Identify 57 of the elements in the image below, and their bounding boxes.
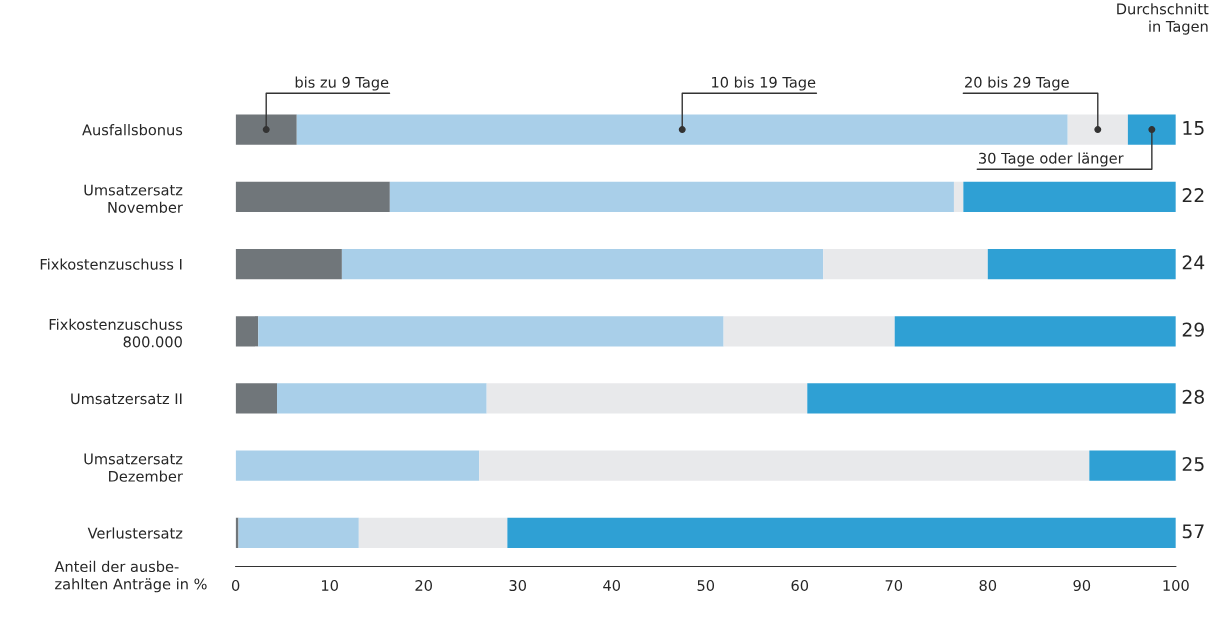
y-tick-label: Verlustersatz <box>87 527 183 539</box>
series-label: bis zu 9 Tage <box>295 76 389 91</box>
bar <box>1067 114 1128 145</box>
bar <box>235 248 342 280</box>
bar <box>894 316 1176 347</box>
x-tick-label: 20 <box>415 579 432 592</box>
series-label: 30 Tage oder länger <box>979 152 1124 167</box>
bar <box>277 383 487 414</box>
text: 22 <box>1182 188 1204 202</box>
bar <box>1089 450 1176 481</box>
bar <box>341 248 824 280</box>
text: Durchschnitt in Tagen <box>1117 3 1209 35</box>
bar <box>723 316 895 347</box>
bar <box>823 248 988 280</box>
x-tick-label: 60 <box>791 579 809 592</box>
bar <box>389 181 954 212</box>
text: 24 <box>1182 255 1205 270</box>
y-tick-label: Fixkostenzuschuss 800.000 <box>49 318 183 348</box>
text: 15 <box>1183 121 1204 136</box>
bar <box>238 517 359 549</box>
bar <box>486 383 808 414</box>
bar <box>1127 114 1176 145</box>
bar <box>235 450 480 481</box>
y-tick-label: Umsatzersatz Dezember <box>84 453 183 482</box>
y-tick-label: Fixkostenzuschuss I <box>40 258 182 270</box>
bar <box>987 248 1176 280</box>
bar <box>235 114 297 145</box>
x-tick-label: 0 <box>231 579 240 592</box>
bar <box>963 181 1176 212</box>
series-label: 20 bis 29 Tage <box>965 76 1069 91</box>
x-tick-label: 80 <box>979 579 997 592</box>
series-label: 10 bis 19 Tage <box>712 76 816 91</box>
x-tick-label: 40 <box>603 579 621 592</box>
y-tick-label: Umsatzersatz II <box>71 393 182 405</box>
x-tick-label: 90 <box>1073 579 1091 592</box>
x-tick-label: 10 <box>321 579 338 592</box>
text: 28 <box>1182 389 1204 404</box>
bar <box>235 181 390 212</box>
text: 29 <box>1182 322 1204 337</box>
x-tick-label: 100 <box>1163 579 1189 592</box>
x-tick-label: 70 <box>885 579 903 592</box>
bar <box>807 383 1176 414</box>
bar <box>235 316 259 347</box>
x-tick-label: 50 <box>697 579 715 592</box>
x-tick-label: 30 <box>509 579 527 592</box>
bar <box>507 517 1176 549</box>
y-tick-label: Umsatzersatz November <box>84 184 183 213</box>
bar <box>358 517 508 549</box>
text: 57 <box>1182 524 1204 539</box>
y-tick-label: Ausfallsbonus <box>82 124 183 136</box>
bar <box>953 181 964 212</box>
bar <box>235 383 278 414</box>
bar <box>258 316 724 347</box>
text: 25 <box>1182 456 1204 472</box>
bar <box>296 114 1068 145</box>
bar <box>479 450 1090 481</box>
x-axis-title: Anteil der ausbe- zahlten Anträge in % <box>54 560 207 593</box>
